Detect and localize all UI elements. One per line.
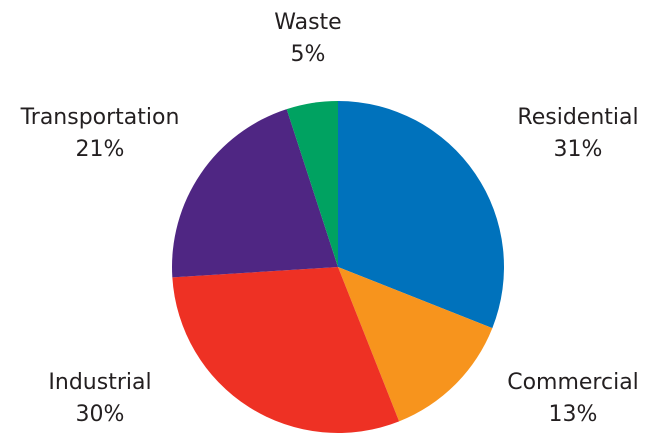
pie-labels: Residential 31% Commercial 13% Industrial 30%… [20, 10, 639, 427]
slice-label-industrial: Industrial [48, 370, 151, 395]
pie-slice-transportation [172, 109, 338, 278]
pie-slice-industrial [172, 267, 400, 433]
slice-value-industrial: 30% [76, 402, 125, 427]
pie-slices [172, 101, 504, 433]
slice-label-transportation: Transportation [20, 105, 180, 130]
slice-value-residential: 31% [554, 137, 603, 162]
slice-label-waste: Waste [274, 10, 341, 35]
slice-label-residential: Residential [517, 105, 638, 130]
pie-slice-waste [286, 101, 338, 267]
slice-value-waste: 5% [291, 42, 326, 67]
slice-value-transportation: 21% [76, 137, 125, 162]
slice-label-commercial: Commercial [507, 370, 639, 395]
pie-slice-residential [338, 101, 504, 329]
slice-value-commercial: 13% [549, 402, 598, 427]
pie-slice-commercial [338, 267, 493, 422]
